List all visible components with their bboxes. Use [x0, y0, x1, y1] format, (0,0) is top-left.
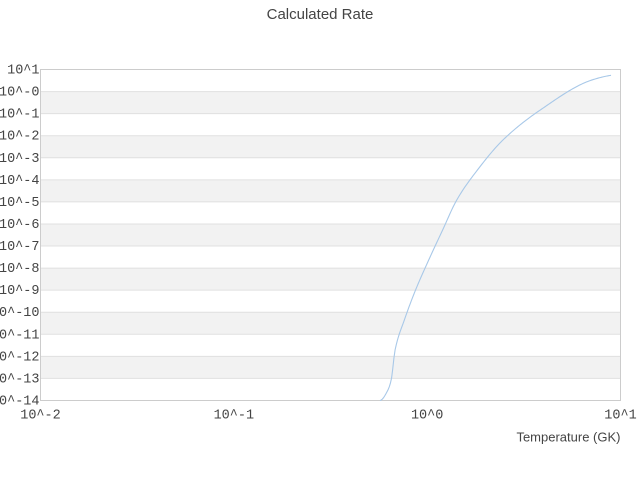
svg-text:10^-2: 10^-2 [20, 409, 61, 424]
svg-text:10^-6: 10^-6 [0, 218, 40, 233]
svg-text:10^-4: 10^-4 [0, 174, 40, 189]
svg-text:10^-11: 10^-11 [0, 328, 40, 343]
svg-text:10^-1: 10^-1 [0, 108, 40, 123]
svg-text:10^-0: 10^-0 [0, 86, 40, 101]
svg-text:10^-3: 10^-3 [0, 152, 40, 167]
svg-text:Temperature (GK): Temperature (GK) [516, 430, 620, 445]
svg-text:10^1: 10^1 [604, 409, 636, 424]
svg-text:10^1: 10^1 [7, 64, 39, 79]
svg-text:10^-2: 10^-2 [0, 130, 40, 145]
svg-text:10^-7: 10^-7 [0, 240, 40, 255]
svg-text:10^-13: 10^-13 [0, 372, 40, 387]
svg-text:10^-9: 10^-9 [0, 284, 40, 299]
svg-text:10^-14: 10^-14 [0, 395, 40, 410]
svg-text:10^-1: 10^-1 [214, 409, 255, 424]
svg-text:10^-10: 10^-10 [0, 306, 40, 321]
svg-text:10^-5: 10^-5 [0, 196, 40, 211]
svg-text:10^0: 10^0 [411, 409, 443, 424]
svg-text:10^-8: 10^-8 [0, 262, 40, 277]
svg-text:10^-12: 10^-12 [0, 350, 40, 365]
